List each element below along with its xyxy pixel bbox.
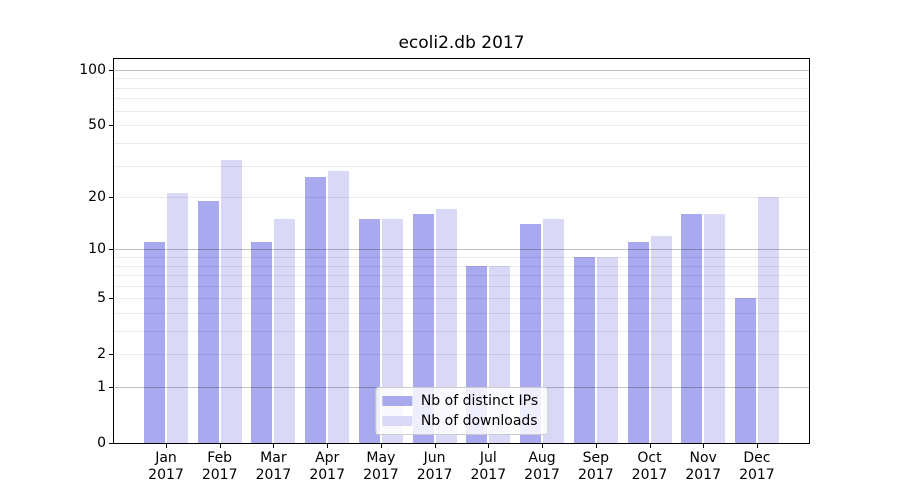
legend-item-distinct-ips: Nb of distinct IPs <box>381 393 539 409</box>
bar-downloads <box>274 219 296 443</box>
legend-label-downloads: Nb of downloads <box>420 413 538 429</box>
legend-label-distinct-ips: Nb of distinct IPs <box>420 393 539 409</box>
x-tick-mark <box>327 443 329 448</box>
y-tick-mark <box>109 125 114 127</box>
y-tick-label: 20 <box>88 189 106 205</box>
y-tick-mark <box>109 443 114 445</box>
x-tick-label: Jun 2017 <box>416 450 453 483</box>
y-tick-mark <box>109 387 114 389</box>
y-tick-mark <box>109 249 114 251</box>
gridline-minor <box>114 165 809 167</box>
x-tick-mark <box>166 443 167 448</box>
bar-distinct-ips <box>144 242 165 443</box>
y-tick-label: 1 <box>97 379 106 396</box>
gridline-major <box>114 249 809 251</box>
y-tick-mark <box>109 197 114 198</box>
plot-area: Nb of distinct IPs Nb of downloads <box>114 59 809 443</box>
gridline-minor <box>114 331 809 333</box>
bar-downloads <box>220 160 242 443</box>
x-tick-mark <box>595 443 597 448</box>
gridline-minor <box>114 78 809 80</box>
gridline-minor <box>114 257 809 258</box>
x-tick-label: May 2017 <box>363 450 399 483</box>
gridline-minor <box>114 313 809 315</box>
x-tick-label: Feb 2017 <box>201 450 238 483</box>
x-tick-label: Apr 2017 <box>309 450 345 483</box>
gridline-minor <box>114 110 809 112</box>
y-tick-label: 10 <box>88 241 106 258</box>
x-tick-mark <box>542 443 543 448</box>
x-tick-label: Aug 2017 <box>524 450 560 483</box>
x-tick-mark <box>488 443 490 448</box>
y-tick-mark <box>109 69 114 71</box>
axis-spine-left <box>113 58 114 444</box>
y-tick-label: 2 <box>97 346 106 363</box>
bar-downloads <box>757 197 779 443</box>
bar-distinct-ips <box>197 200 219 443</box>
y-tick-label: 50 <box>88 117 106 134</box>
gridline-minor <box>114 87 809 89</box>
x-tick-mark <box>219 443 221 448</box>
y-tick-label: 5 <box>97 290 106 307</box>
bar-distinct-ips <box>358 219 380 443</box>
bar-distinct-ips <box>251 242 273 443</box>
bar-downloads <box>543 219 564 443</box>
gridline-minor <box>114 98 809 100</box>
legend-item-downloads: Nb of downloads <box>381 413 538 429</box>
legend-swatch-distinct-ips <box>381 396 412 406</box>
chart-title: ecoli2.db 2017 <box>398 33 525 53</box>
bar-distinct-ips <box>573 257 595 443</box>
y-tick-mark <box>109 354 114 356</box>
x-tick-mark <box>649 443 651 448</box>
bar-distinct-ips <box>305 176 327 443</box>
x-tick-label: Sep 2017 <box>577 450 614 483</box>
x-tick-mark <box>434 443 436 448</box>
grid-layer <box>114 59 809 443</box>
bar-downloads <box>704 214 726 443</box>
legend: Nb of distinct IPs Nb of downloads <box>374 387 549 435</box>
bar-downloads <box>167 193 188 443</box>
bar-downloads <box>596 257 618 443</box>
bar-downloads <box>328 170 350 443</box>
x-tick-label: Oct 2017 <box>631 450 668 483</box>
gridline-minor <box>114 125 809 127</box>
x-tick-mark <box>703 443 705 448</box>
gridline-minor <box>114 298 809 300</box>
y-tick-label: 100 <box>79 61 106 78</box>
bar-downloads <box>650 235 672 443</box>
bar-downloads <box>435 209 457 443</box>
legend-swatch-downloads <box>381 416 412 426</box>
gridline-minor <box>114 142 809 144</box>
x-tick-label: Nov 2017 <box>685 450 721 483</box>
x-tick-label: Dec 2017 <box>739 450 775 483</box>
gridline-major <box>114 69 809 71</box>
gridline-minor <box>114 285 809 287</box>
x-tick-label: Jul 2017 <box>470 450 507 483</box>
bar-distinct-ips <box>681 214 703 443</box>
x-tick-mark <box>380 443 382 448</box>
axis-spine-top <box>113 58 810 59</box>
x-tick-mark <box>273 443 275 448</box>
x-tick-mark <box>756 443 758 448</box>
bar-distinct-ips <box>627 242 649 443</box>
bar-distinct-ips <box>734 298 756 443</box>
bar-distinct-ips <box>412 214 434 443</box>
x-tick-label: Jan 2017 <box>148 450 184 483</box>
gridline-minor <box>114 197 809 198</box>
gridline-minor <box>114 354 809 356</box>
x-tick-label: Mar 2017 <box>255 450 292 483</box>
axis-spine-bottom <box>113 443 810 444</box>
gridline-minor <box>114 265 809 267</box>
gridline-minor <box>114 275 809 277</box>
y-tick-mark <box>109 298 114 300</box>
y-tick-label: 0 <box>97 435 106 452</box>
axis-spine-right <box>809 58 810 444</box>
